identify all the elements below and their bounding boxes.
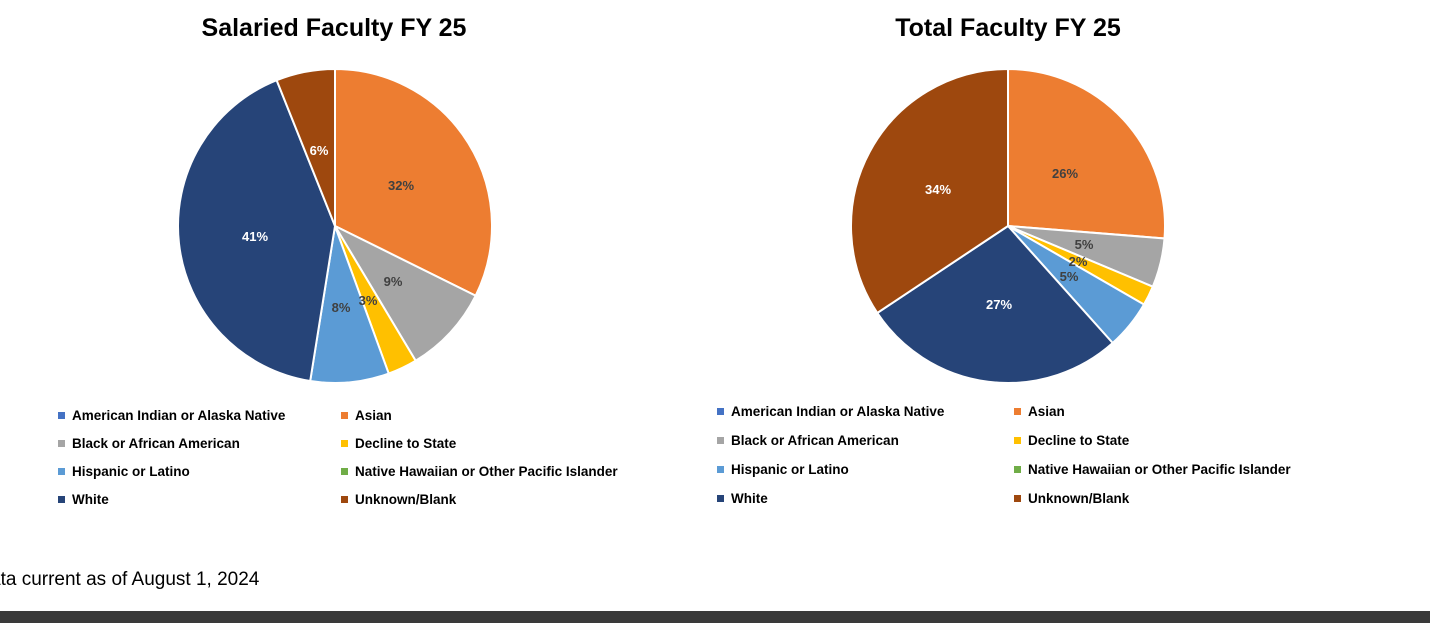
legend-swatch [58, 411, 65, 419]
legend-item-black-or-african-american: Black or African American [58, 436, 240, 451]
data-label-white: 41% [242, 229, 268, 244]
legend-item-white: White [717, 491, 768, 506]
data-label-hispanic-or-latino: 8% [332, 300, 351, 315]
data-label-unknown-blank: 34% [925, 182, 951, 197]
legend-swatch [58, 495, 65, 503]
legend-label: Asian [1028, 404, 1065, 419]
legend-swatch [717, 494, 724, 502]
data-currency-note: ata current as of August 1, 2024 [0, 569, 260, 590]
legend-total: American Indian or Alaska Native Asian Bla… [717, 404, 1357, 514]
legend-label: American Indian or Alaska Native [731, 404, 945, 419]
data-label-hispanic-or-latino: 5% [1060, 269, 1079, 284]
legend-item-decline-to-state: Decline to State [341, 436, 456, 451]
legend-swatch [1014, 494, 1021, 502]
data-label-decline-to-state: 2% [1069, 254, 1088, 269]
legend-item-asian: Asian [341, 408, 392, 423]
pie-slice-black-or-african-american [332, 223, 478, 363]
pie-chart-total: 26%5%2%5%27%34% [850, 67, 1166, 384]
legend-label: Native Hawaiian or Other Pacific Islande… [1028, 462, 1291, 477]
legend-item-american-indian-or-alaska-native: American Indian or Alaska Native [58, 408, 285, 423]
legend-label: Native Hawaiian or Other Pacific Islande… [355, 464, 618, 479]
legend-item-unknown-blank: Unknown/Blank [341, 492, 456, 507]
legend-salaried: American Indian or Alaska Native Asian Bla… [58, 408, 678, 518]
legend-label: Hispanic or Latino [72, 464, 190, 479]
legend-label: Decline to State [355, 436, 457, 451]
legend-item-black-or-african-american: Black or African American [717, 433, 899, 448]
data-label-black-or-african-american: 5% [1075, 237, 1094, 252]
legend-swatch [341, 495, 348, 503]
legend-label: Decline to State [1028, 433, 1130, 448]
legend-label: Hispanic or Latino [731, 462, 849, 477]
pie-slice-asian [334, 67, 493, 298]
legend-swatch [341, 439, 348, 447]
legend-label: Asian [355, 408, 392, 423]
legend-item-hispanic-or-latino: Hispanic or Latino [58, 464, 190, 479]
legend-item-native-hawaiian-or-other-pacific-islander: Native Hawaiian or Other Pacific Islande… [1014, 462, 1291, 477]
legend-swatch [58, 439, 65, 447]
data-label-asian: 26% [1052, 166, 1078, 181]
pie-slice-white [177, 78, 337, 383]
legend-label: White [731, 491, 768, 506]
legend-swatch [1014, 436, 1021, 444]
chart-title-salaried: Salaried Faculty FY 25 [201, 14, 467, 42]
legend-item-american-indian-or-alaska-native: American Indian or Alaska Native [717, 404, 944, 419]
legend-swatch [717, 465, 724, 473]
legend-item-unknown-blank: Unknown/Blank [1014, 491, 1129, 506]
legend-swatch [341, 467, 348, 475]
data-label-decline-to-state: 3% [359, 293, 378, 308]
pie-slice-asian [1007, 67, 1166, 240]
legend-label: White [72, 492, 109, 507]
legend-label: Unknown/Blank [355, 492, 457, 507]
pie-chart-salaried: 32% 9% 3% 8% 41% 6% [177, 67, 493, 384]
legend-swatch [717, 407, 724, 415]
data-label-black-or-african-american: 9% [384, 274, 403, 289]
legend-label: American Indian or Alaska Native [72, 408, 286, 423]
legend-item-hispanic-or-latino: Hispanic or Latino [717, 462, 849, 477]
data-label-asian: 32% [388, 178, 414, 193]
legend-swatch [1014, 407, 1021, 415]
legend-item-native-hawaiian-or-other-pacific-islander: Native Hawaiian or Other Pacific Islande… [341, 464, 618, 479]
legend-label: Unknown/Blank [1028, 491, 1130, 506]
pie-slice-unknown-blank [275, 67, 336, 227]
legend-item-asian: Asian [1014, 404, 1065, 419]
data-label-white: 27% [986, 297, 1012, 312]
legend-swatch [1014, 465, 1021, 473]
pie-slice-white [875, 224, 1115, 384]
legend-item-white: White [58, 492, 109, 507]
legend-label: Black or African American [731, 433, 899, 448]
legend-swatch [717, 436, 724, 444]
legend-label: Black or African American [72, 436, 240, 451]
legend-swatch [341, 411, 348, 419]
data-label-unknown-blank: 6% [310, 143, 329, 158]
legend-item-decline-to-state: Decline to State [1014, 433, 1129, 448]
chart-title-total: Total Faculty FY 25 [895, 14, 1121, 42]
pie-slice-unknown-blank [850, 67, 1009, 315]
legend-swatch [58, 467, 65, 475]
bottom-bar [0, 611, 1430, 623]
